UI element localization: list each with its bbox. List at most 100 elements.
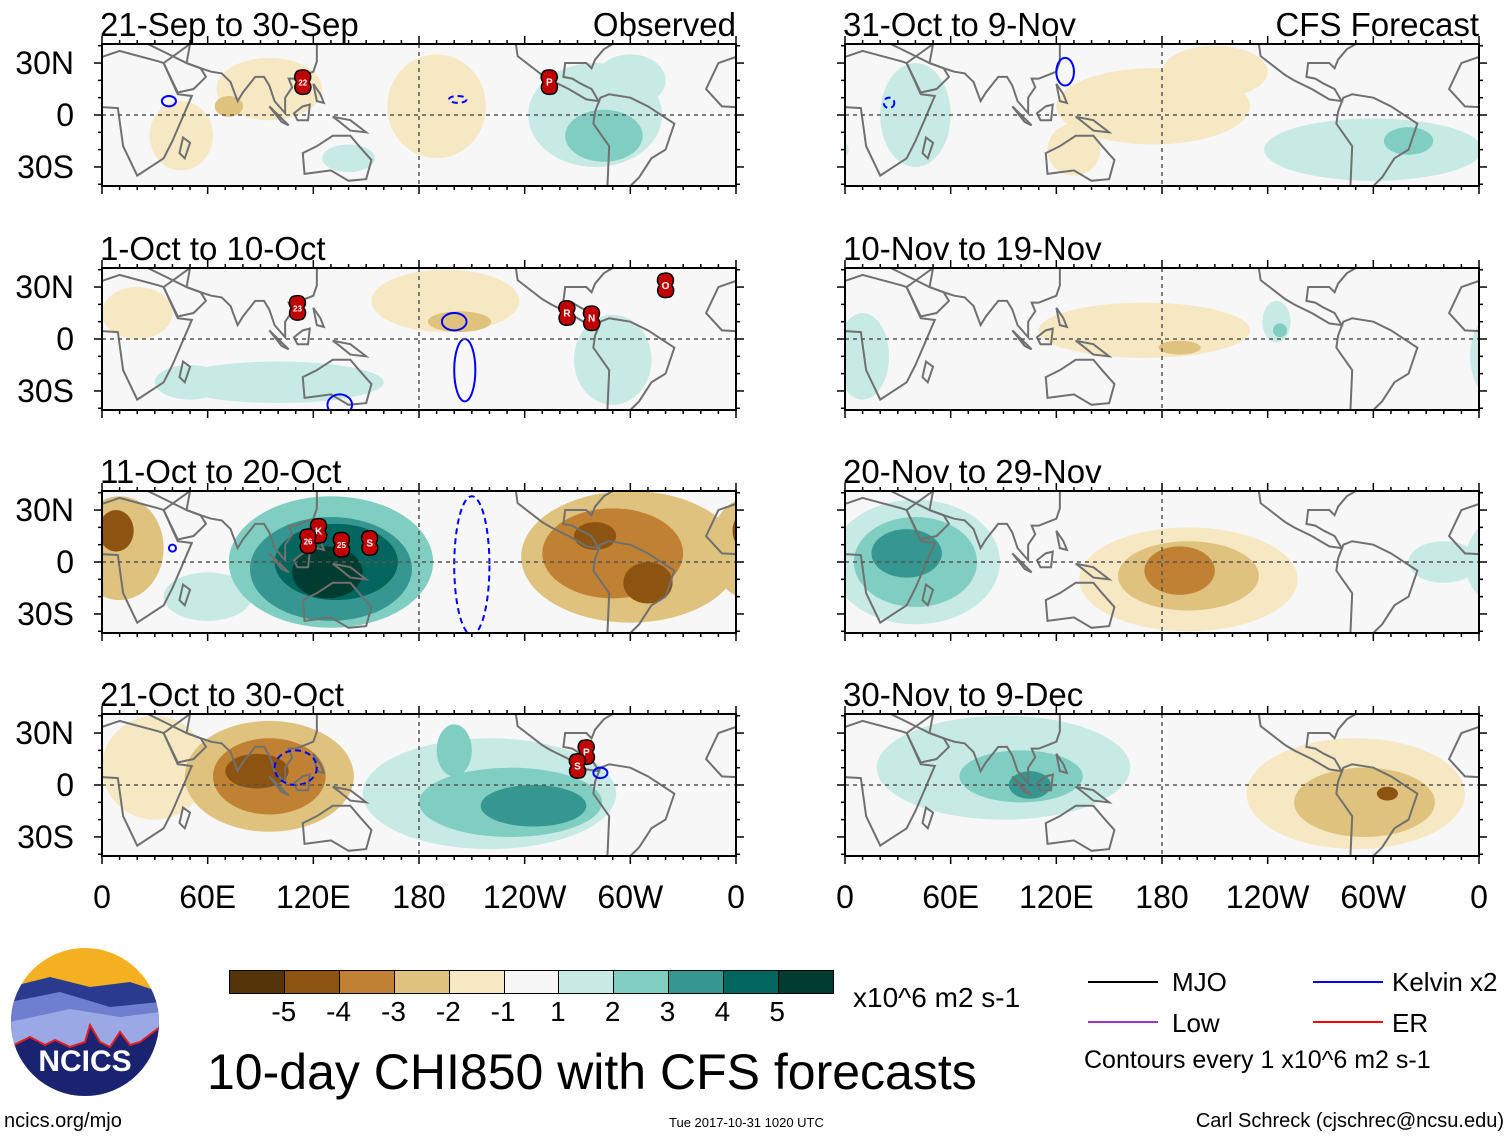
- anomaly-region: [214, 95, 243, 117]
- coastline: [1055, 530, 1069, 552]
- coastline: [1335, 763, 1419, 856]
- anomaly-region: [1158, 340, 1201, 355]
- colorbar-label: 4: [714, 996, 731, 1027]
- coastline: [162, 44, 208, 94]
- coastline: [905, 268, 951, 318]
- anomaly-region: [845, 313, 890, 400]
- coastline: [1044, 134, 1116, 182]
- anomaly-region: [595, 54, 666, 107]
- coastline: [268, 552, 290, 574]
- panel-title: 1-Oct to 10-Oct: [100, 230, 326, 267]
- storm-label: R: [563, 309, 571, 320]
- anomaly-region: [623, 562, 673, 604]
- coastline: [592, 317, 676, 410]
- footer-author: Carl Schreck (cjschrec@ncsu.edu): [1195, 1110, 1504, 1132]
- anomaly-region: [1144, 546, 1215, 595]
- map-panel: [837, 706, 1487, 864]
- coastline: [905, 44, 951, 94]
- lat-label: 30S: [17, 148, 74, 185]
- footer-url[interactable]: ncics.org/mjo: [4, 1110, 122, 1132]
- storm-marker: 23: [288, 294, 307, 321]
- coastline: [312, 307, 326, 329]
- colorbar-label: 5: [769, 996, 785, 1027]
- anomaly-region: [1038, 302, 1251, 359]
- storm-marker: 26: [299, 528, 317, 555]
- anomaly-region: [436, 724, 472, 777]
- coastline: [1335, 540, 1419, 633]
- lat-label: 0: [56, 544, 74, 580]
- coastline: [301, 358, 373, 406]
- coastline: [1035, 550, 1054, 569]
- legend-label-kelvin: Kelvin x2: [1392, 967, 1498, 997]
- coastline: [905, 491, 951, 541]
- anomaly-region: [880, 63, 951, 167]
- legend-label-er: ER: [1392, 1008, 1429, 1038]
- lon-label: 120E: [1018, 879, 1094, 915]
- anomaly-region: [1408, 541, 1479, 583]
- coastline: [332, 562, 370, 581]
- coastline: [268, 775, 290, 797]
- kelvin-contour: [440, 312, 468, 332]
- anomaly-region: [480, 785, 587, 827]
- colorbar-swatch: [558, 971, 614, 993]
- coastline: [301, 134, 373, 182]
- contour-note: Contours every 1 x10^6 m2 s-1: [1084, 1046, 1431, 1074]
- colorbar-label: 2: [604, 996, 621, 1027]
- lon-label: 180: [392, 879, 446, 915]
- colorbar-swatch: [338, 971, 394, 993]
- lon-label: 0: [727, 879, 745, 915]
- storm-marker: O: [656, 272, 675, 299]
- map-panel: [837, 483, 1487, 641]
- coastline: [921, 805, 935, 831]
- storm-label: 22: [298, 79, 307, 88]
- coastline: [1011, 775, 1033, 797]
- anomaly-region: [736, 287, 746, 339]
- colorbar-label: -5: [271, 996, 297, 1027]
- lat-label: 30S: [17, 595, 74, 632]
- storm-label: 23: [293, 304, 302, 313]
- kelvin-contour: [453, 495, 491, 633]
- anomaly-region: [163, 572, 252, 621]
- kelvin-contour: [160, 94, 177, 108]
- anomaly-region: [1264, 118, 1479, 181]
- storm-label: P: [546, 78, 553, 89]
- lon-label: 60E: [922, 879, 980, 915]
- colorbar-swatch: [393, 971, 449, 993]
- colorbar-swatch: [503, 971, 559, 993]
- coastline: [332, 785, 370, 804]
- coastline: [1044, 358, 1116, 406]
- colorbar: [229, 970, 834, 994]
- storm-label: P: [583, 748, 590, 759]
- kelvin-contour: [1055, 56, 1075, 87]
- coastline: [921, 135, 935, 161]
- panel-title: 21-Oct to 30-Oct: [100, 676, 344, 713]
- colorbar-label: -2: [435, 996, 461, 1027]
- coastline: [1335, 317, 1419, 410]
- map-panel: 23 R N O: [94, 260, 746, 418]
- coastline: [1257, 268, 1358, 327]
- panel-title: 10-Nov to 19-Nov: [843, 230, 1102, 267]
- legend-line-mjo: [1088, 981, 1158, 983]
- lat-label: 30N: [15, 269, 74, 306]
- legend-label-mjo: MJO: [1172, 967, 1227, 997]
- anomaly-region: [1376, 786, 1398, 801]
- colorbar-label: 1: [550, 996, 566, 1027]
- map-panel: [837, 36, 1487, 194]
- panel-title: 21-Sep to 30-Sep: [100, 6, 359, 43]
- coastline: [890, 491, 1061, 563]
- lon-label: 0: [93, 879, 111, 915]
- colorbar-swatch: [613, 971, 669, 993]
- colorbar-label: -1: [490, 996, 516, 1027]
- coastline: [162, 714, 208, 764]
- anomaly-region: [322, 144, 375, 173]
- coastline: [1257, 714, 1358, 773]
- lon-label: 180: [1135, 879, 1189, 915]
- coastline: [1055, 83, 1069, 105]
- coastline: [312, 83, 326, 105]
- colorbar-swatch: [230, 971, 284, 993]
- coastline: [178, 135, 192, 161]
- coastline: [1011, 329, 1033, 351]
- coastline: [268, 329, 290, 351]
- lat-label: 30S: [17, 818, 74, 855]
- lat-label: 0: [56, 321, 74, 357]
